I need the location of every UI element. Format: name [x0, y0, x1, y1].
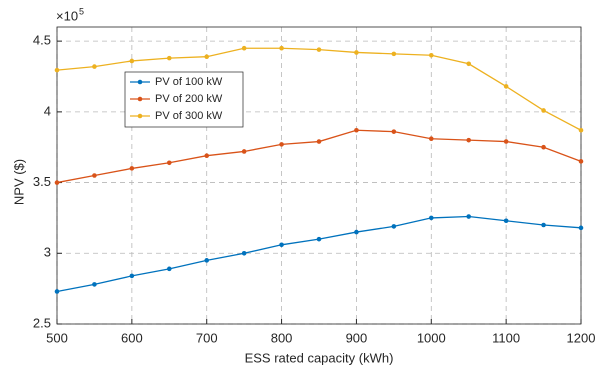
data-point	[354, 127, 359, 133]
data-point	[578, 127, 584, 133]
data-point	[578, 225, 584, 231]
y-tick-label: 3	[44, 245, 51, 260]
data-point	[466, 137, 472, 143]
legend-marker	[137, 79, 143, 85]
data-point	[578, 159, 584, 164]
data-point	[241, 149, 247, 154]
plot-area	[57, 27, 581, 324]
legend-label: PV of 100 kW	[155, 76, 223, 88]
data-point	[166, 55, 172, 61]
x-tick-label: 700	[196, 330, 218, 345]
legend-marker	[137, 96, 143, 102]
y-axis-label: NPV ($)	[11, 159, 26, 205]
data-point	[428, 215, 434, 221]
legend-label: PV of 300 kW	[155, 110, 223, 122]
data-point	[354, 229, 359, 235]
y-tick-label: 4.5	[33, 33, 51, 48]
data-point	[129, 58, 135, 64]
x-tick-label: 1100	[492, 330, 520, 345]
data-point	[241, 45, 247, 51]
data-point	[92, 173, 97, 178]
legend-marker	[137, 113, 143, 119]
x-tick-label: 600	[121, 330, 143, 345]
x-tick-label: 1200	[567, 330, 596, 345]
data-point	[503, 84, 509, 89]
data-point	[316, 236, 322, 242]
y-tick-label: 2.5	[33, 315, 51, 330]
data-point	[204, 258, 210, 263]
data-point	[541, 222, 546, 228]
data-point	[466, 61, 472, 67]
y-multiplier-exponent: 5	[79, 6, 84, 16]
data-point	[166, 266, 172, 272]
data-point	[391, 224, 397, 229]
data-point	[541, 108, 546, 113]
data-point	[316, 47, 322, 52]
y-multiplier: ×10	[56, 8, 78, 23]
data-point	[204, 153, 210, 158]
data-point	[129, 166, 135, 171]
data-point	[92, 282, 97, 287]
data-point	[354, 50, 359, 55]
y-tick-label: 3.5	[33, 174, 51, 189]
data-point	[541, 144, 546, 150]
data-point	[54, 180, 60, 185]
data-point	[92, 64, 97, 69]
data-point	[279, 45, 284, 51]
data-point	[279, 142, 284, 147]
data-point	[428, 136, 434, 142]
data-point	[466, 214, 472, 219]
x-tick-label: 800	[271, 330, 293, 345]
x-tick-label: 900	[346, 330, 368, 345]
data-point	[54, 289, 60, 294]
data-point	[166, 160, 172, 166]
legend-label: PV of 200 kW	[155, 93, 223, 105]
data-point	[129, 273, 135, 279]
data-point	[241, 250, 247, 256]
data-point	[503, 218, 509, 224]
data-point	[316, 139, 322, 144]
data-point	[503, 139, 509, 144]
data-point	[428, 52, 434, 58]
axes-box	[56, 26, 582, 325]
data-point	[279, 242, 284, 248]
data-point	[391, 129, 397, 134]
x-axis-label: ESS rated capacity (kWh)	[245, 350, 394, 365]
data-point	[54, 67, 60, 73]
data-point	[204, 54, 210, 59]
y-tick-label: 4	[44, 103, 51, 118]
data-point	[391, 51, 397, 57]
x-tick-label: 1000	[417, 330, 446, 345]
x-tick-label: 500	[46, 330, 68, 345]
